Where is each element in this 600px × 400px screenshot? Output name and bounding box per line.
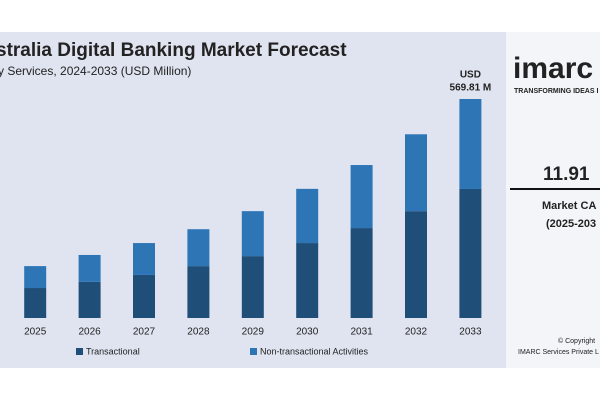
bar-segment bbox=[459, 99, 482, 189]
bar-segment bbox=[241, 256, 264, 318]
legend-label: Non-transactional Activities bbox=[260, 346, 369, 356]
legend-swatch bbox=[76, 348, 83, 355]
tagline: TRANSFORMING IDEAS I bbox=[514, 88, 598, 95]
cagr-label: Market CA bbox=[542, 200, 596, 212]
bar-segment bbox=[296, 188, 319, 244]
x-tick-label: 2028 bbox=[187, 327, 210, 338]
bar-segment bbox=[187, 229, 210, 267]
bar-segment bbox=[350, 165, 373, 229]
chart-subtitle: y Services, 2024-2033 (USD Million) bbox=[0, 64, 191, 78]
x-tick-label: 2029 bbox=[242, 327, 265, 338]
x-tick-label: 2026 bbox=[78, 327, 101, 338]
bar-segment bbox=[78, 254, 101, 282]
bar-segment bbox=[133, 274, 155, 318]
bar-segment bbox=[133, 243, 155, 275]
legend-label: Transactional bbox=[86, 346, 140, 356]
company: IMARC Services Private L bbox=[518, 349, 599, 356]
x-tick-label: 2025 bbox=[24, 327, 47, 338]
copyright: © Copyright bbox=[558, 337, 595, 345]
bar-segment bbox=[24, 288, 47, 318]
bar-segment bbox=[78, 281, 101, 318]
x-tick-label: 2031 bbox=[350, 327, 373, 338]
x-tick-label: 2032 bbox=[405, 327, 428, 338]
bar-segment bbox=[24, 266, 47, 289]
bar-segment bbox=[296, 243, 319, 318]
bar-segment bbox=[187, 266, 210, 318]
cagr-value: 11.91 bbox=[543, 164, 590, 185]
chart-title: stralia Digital Banking Market Forecast bbox=[0, 40, 347, 61]
annotation: 569.81 M bbox=[450, 83, 492, 94]
bar-segment bbox=[241, 211, 264, 257]
x-tick-label: 2030 bbox=[296, 327, 319, 338]
cagr-period: (2025-203 bbox=[546, 218, 596, 230]
annotation: USD bbox=[460, 70, 481, 81]
legend-swatch bbox=[250, 348, 257, 355]
bar-segment bbox=[459, 188, 482, 318]
x-tick-label: 2033 bbox=[459, 327, 482, 338]
bar-segment bbox=[350, 228, 373, 318]
bar-segment bbox=[405, 134, 427, 212]
bar-segment bbox=[405, 211, 427, 318]
side-panel bbox=[506, 32, 600, 368]
logo: imarc bbox=[513, 52, 593, 85]
x-tick-label: 2027 bbox=[133, 327, 156, 338]
